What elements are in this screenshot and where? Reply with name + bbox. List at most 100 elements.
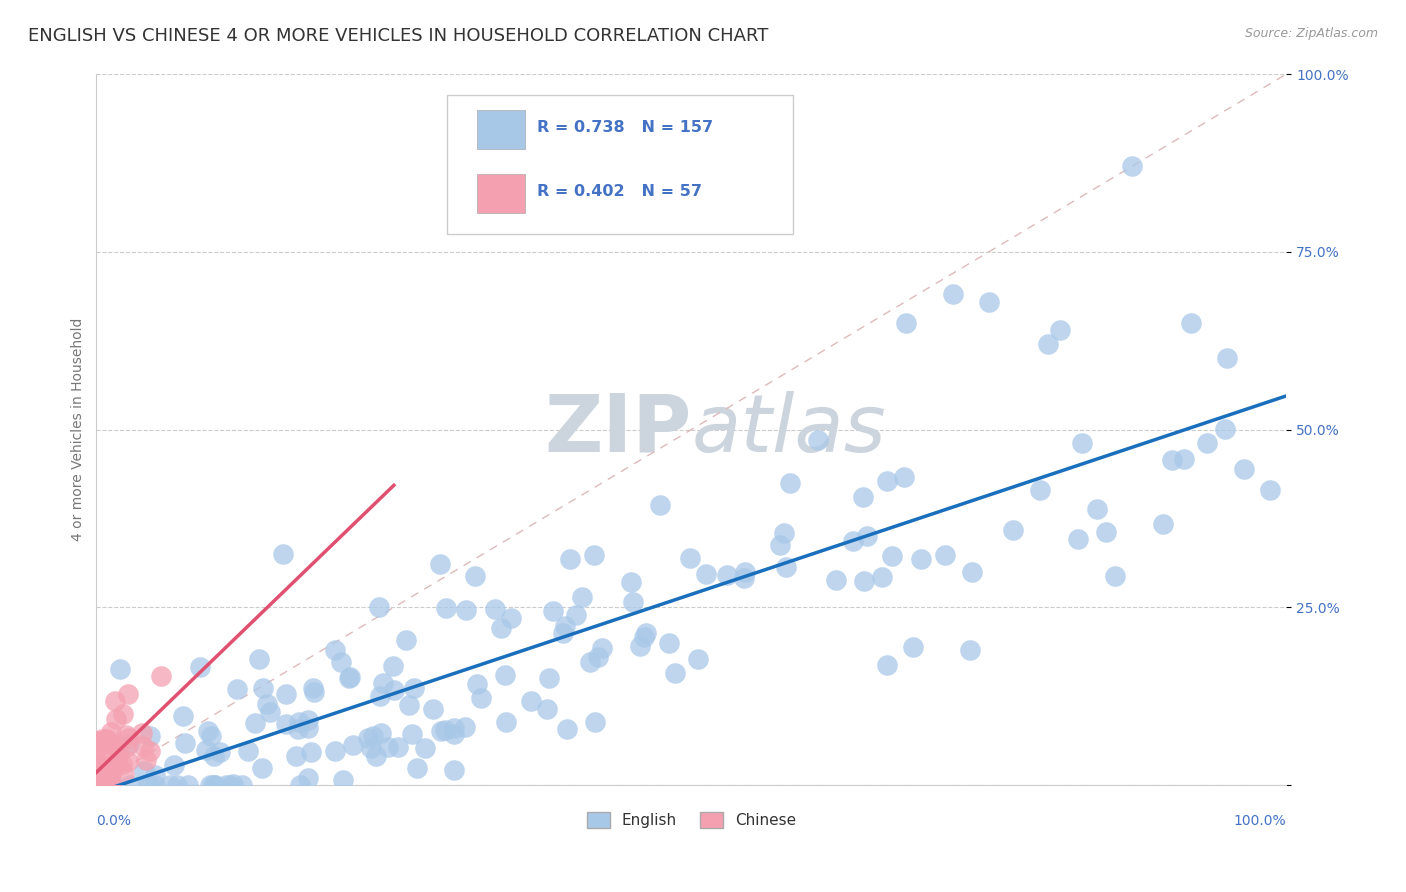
- Point: [111, 706, 134, 721]
- Point: [117, 754, 139, 768]
- Point: [105, 744, 128, 758]
- Point: [366, 748, 388, 763]
- Point: [1071, 436, 1094, 450]
- Point: [138, 744, 160, 758]
- Point: [443, 727, 465, 741]
- Point: [86, 733, 108, 747]
- Point: [87, 778, 110, 792]
- Point: [114, 728, 136, 742]
- Point: [111, 756, 134, 771]
- Point: [202, 749, 225, 764]
- Point: [894, 316, 917, 330]
- Point: [1029, 483, 1052, 497]
- Point: [302, 684, 325, 698]
- Point: [105, 754, 128, 768]
- Point: [491, 621, 513, 635]
- Point: [332, 772, 354, 787]
- Point: [342, 739, 364, 753]
- Point: [301, 745, 323, 759]
- Point: [195, 742, 218, 756]
- Point: [357, 731, 380, 746]
- Point: [360, 741, 382, 756]
- Point: [297, 771, 319, 785]
- Point: [1173, 452, 1195, 467]
- Point: [406, 761, 429, 775]
- Point: [648, 498, 671, 512]
- Point: [537, 671, 560, 685]
- Point: [94, 734, 117, 748]
- Point: [541, 604, 564, 618]
- Point: [852, 490, 875, 504]
- Point: [464, 569, 486, 583]
- Point: [339, 669, 361, 683]
- Point: [772, 525, 794, 540]
- Point: [87, 741, 110, 756]
- Point: [100, 725, 122, 739]
- Point: [779, 475, 801, 490]
- Point: [139, 730, 162, 744]
- Point: [330, 655, 353, 669]
- Point: [89, 778, 111, 792]
- Point: [221, 777, 243, 791]
- Point: [105, 712, 128, 726]
- Point: [852, 574, 875, 588]
- Point: [86, 778, 108, 792]
- Point: [467, 677, 489, 691]
- Point: [143, 768, 166, 782]
- Point: [1085, 502, 1108, 516]
- Point: [775, 560, 797, 574]
- Point: [1001, 523, 1024, 537]
- Point: [591, 641, 613, 656]
- Point: [494, 667, 516, 681]
- Point: [402, 681, 425, 695]
- Point: [231, 778, 253, 792]
- Point: [1160, 452, 1182, 467]
- Point: [252, 681, 274, 695]
- Point: [565, 607, 588, 622]
- Point: [218, 778, 240, 792]
- Point: [695, 567, 717, 582]
- Point: [107, 743, 129, 757]
- Point: [115, 739, 138, 754]
- Point: [90, 778, 112, 792]
- Point: [297, 721, 319, 735]
- Point: [554, 619, 576, 633]
- Point: [215, 778, 238, 792]
- Point: [287, 722, 309, 736]
- Point: [134, 764, 156, 779]
- Point: [174, 736, 197, 750]
- Point: [371, 676, 394, 690]
- Point: [285, 748, 308, 763]
- Point: [842, 534, 865, 549]
- Text: R = 0.738   N = 157: R = 0.738 N = 157: [537, 120, 713, 135]
- Point: [104, 694, 127, 708]
- Text: ZIP: ZIP: [544, 391, 692, 468]
- FancyBboxPatch shape: [477, 174, 524, 212]
- Point: [201, 778, 224, 792]
- Point: [87, 778, 110, 792]
- Point: [323, 743, 346, 757]
- Point: [553, 626, 575, 640]
- Point: [633, 630, 655, 644]
- Point: [679, 551, 702, 566]
- Point: [112, 766, 135, 780]
- Point: [686, 652, 709, 666]
- Text: 100.0%: 100.0%: [1234, 814, 1286, 828]
- Point: [131, 726, 153, 740]
- Point: [377, 739, 399, 754]
- Point: [87, 778, 110, 792]
- Point: [429, 558, 451, 572]
- Point: [664, 665, 686, 680]
- Point: [86, 756, 108, 771]
- Point: [882, 549, 904, 564]
- Point: [1121, 160, 1143, 174]
- Point: [1104, 568, 1126, 582]
- Point: [209, 745, 232, 759]
- Point: [274, 687, 297, 701]
- Point: [163, 757, 186, 772]
- Point: [536, 702, 558, 716]
- Point: [337, 671, 360, 685]
- Point: [893, 470, 915, 484]
- Point: [90, 778, 112, 792]
- Point: [101, 778, 124, 792]
